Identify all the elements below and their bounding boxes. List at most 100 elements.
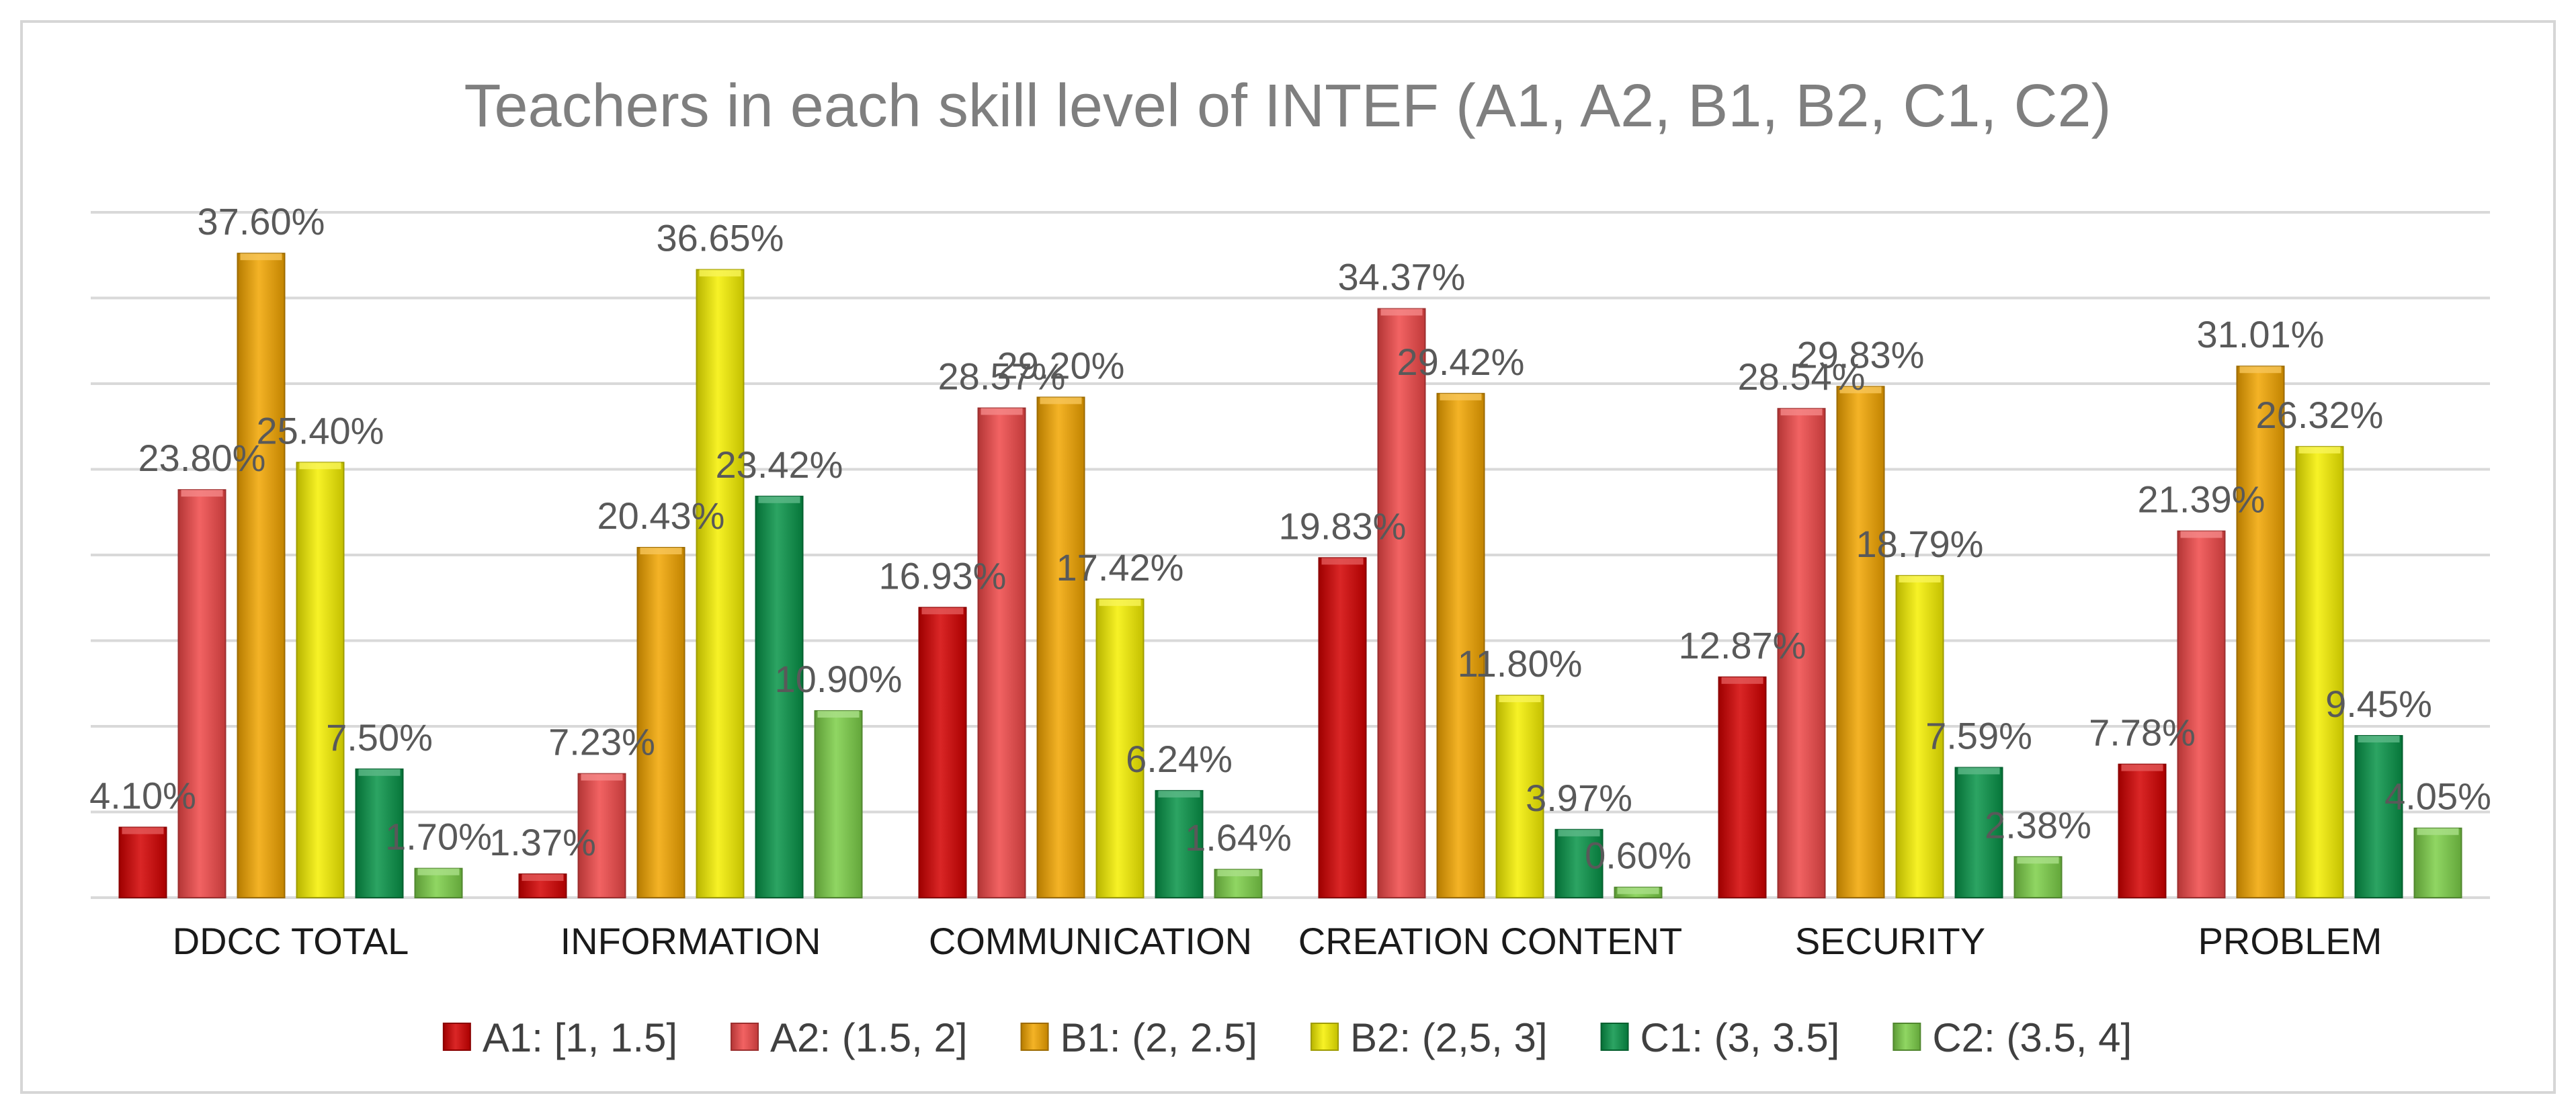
bar-a1-0 <box>118 826 167 898</box>
bar-top-bevel <box>1040 397 1082 404</box>
data-label: 9.45% <box>2325 683 2432 725</box>
data-label: 29.20% <box>997 344 1125 386</box>
data-label: 1.64% <box>1185 816 1292 859</box>
data-label: 6.24% <box>1126 738 1233 780</box>
data-label: 7.78% <box>2089 712 2196 754</box>
bar-a1-5 <box>2118 763 2167 898</box>
bar-top-bevel <box>1217 869 1259 877</box>
legend-swatch <box>1020 1023 1049 1051</box>
legend-swatch <box>731 1023 759 1051</box>
bar-b2-4 <box>1895 574 1944 898</box>
data-label: 16.93% <box>879 554 1007 597</box>
bar-a2-0 <box>177 489 226 898</box>
bar-top-bevel <box>417 868 460 875</box>
data-label: 25.40% <box>257 409 384 452</box>
data-label: 29.83% <box>1797 333 1925 376</box>
bar-top-bevel <box>1440 393 1482 400</box>
legend-swatch <box>442 1023 471 1051</box>
bar-b2-0 <box>296 462 345 898</box>
data-label: 2.38% <box>1985 804 2091 846</box>
bar-top-bevel <box>122 827 164 834</box>
bar-b1-5 <box>2236 366 2285 898</box>
bar-top-bevel <box>1380 308 1423 316</box>
legend-swatch <box>1600 1023 1629 1051</box>
category-label: COMMUNICATION <box>929 920 1252 962</box>
bar-top-bevel <box>299 462 341 470</box>
bar-b2-5 <box>2295 445 2344 898</box>
data-label: 23.42% <box>716 443 843 486</box>
data-label: 0.60% <box>1585 834 1692 877</box>
bar-top-bevel <box>1617 887 1659 894</box>
bar-top-bevel <box>758 496 800 503</box>
bar-top-bevel <box>921 607 964 615</box>
data-label: 19.83% <box>1279 505 1407 547</box>
data-label: 23.80% <box>138 437 266 479</box>
legend-label: A2: (1.5, 2] <box>770 1015 968 1060</box>
data-label: 21.39% <box>2138 478 2266 521</box>
bar-a1-3 <box>1318 557 1367 899</box>
bar-top-bevel <box>181 490 223 497</box>
bar-top-bevel <box>2017 857 2059 864</box>
bar-c1-5 <box>2354 735 2403 899</box>
data-label: 18.79% <box>1856 523 1984 565</box>
legend-swatch <box>1311 1023 1339 1051</box>
category-labels: DDCC TOTAL INFORMATION COMMUNICATION CREATI… <box>173 920 2382 962</box>
bar-b1-2 <box>1036 396 1085 898</box>
bar-a2-5 <box>2177 530 2226 898</box>
data-label: 1.70% <box>385 816 492 858</box>
data-label: 11.80% <box>1458 642 1583 685</box>
data-label: 7.59% <box>1925 714 2032 757</box>
chart-frame <box>20 20 2556 1094</box>
data-label: 12.87% <box>1679 624 1806 667</box>
data-label: 4.10% <box>89 774 196 816</box>
bar-top-bevel <box>1499 695 1541 703</box>
bar-top-bevel <box>1558 829 1600 837</box>
bar-top-bevel <box>240 253 282 261</box>
legend-swatch <box>1893 1023 1921 1051</box>
legend-label: B2: (2,5, 3] <box>1350 1015 1548 1060</box>
bar-top-bevel <box>2358 736 2400 743</box>
bar-top-bevel <box>2417 828 2459 835</box>
data-label: 26.32% <box>2256 394 2384 436</box>
bar-top-bevel <box>1099 599 1141 606</box>
bar-top-bevel <box>1321 558 1364 565</box>
bar-top-bevel <box>2239 366 2282 374</box>
data-label: 7.50% <box>326 716 433 759</box>
bar-c1-4 <box>1954 767 2003 898</box>
bar-top-bevel <box>817 711 860 718</box>
bar-top-bevel <box>2298 446 2341 454</box>
data-label: 36.65% <box>657 216 784 259</box>
bar-top-bevel <box>2180 531 2222 538</box>
legend-label: C1: (3, 3.5] <box>1640 1015 1840 1060</box>
data-label: 29.42% <box>1397 341 1525 383</box>
bar-top-bevel <box>1780 409 1823 416</box>
data-label: 31.01% <box>2197 313 2325 355</box>
bar-b1-1 <box>636 547 685 898</box>
data-label: 34.37% <box>1338 256 1466 298</box>
data-label: 37.60% <box>198 200 325 243</box>
bar-c2-5 <box>2413 827 2462 898</box>
bar-a2-2 <box>977 407 1026 898</box>
legend-label: B1: (2, 2.5] <box>1061 1015 1258 1060</box>
data-label: 17.42% <box>1056 546 1184 589</box>
bar-top-bevel <box>699 269 741 277</box>
bar-b1-0 <box>237 253 286 898</box>
bar-top-bevel <box>522 874 564 882</box>
chart-title: Teachers in each skill level of INTEF (A… <box>464 73 2111 140</box>
bar-top-bevel <box>1958 767 2000 775</box>
bar-b2-2 <box>1095 598 1145 898</box>
bars <box>118 253 2462 899</box>
data-label: 4.05% <box>2384 775 2491 818</box>
category-label: PROBLEM <box>2198 920 2382 962</box>
legend-label: A1: [1, 1.5] <box>483 1015 677 1060</box>
category-label: DDCC TOTAL <box>173 920 409 962</box>
bar-c2-1 <box>814 710 863 899</box>
legend: A1: [1, 1.5] A2: (1.5, 2] B1: (2, 2.5] B2: … <box>442 1015 2132 1060</box>
data-label: 10.90% <box>775 658 903 700</box>
data-label: 28.54% <box>1738 355 1866 398</box>
bar-top-bevel <box>981 408 1023 415</box>
bar-top-bevel <box>640 548 682 555</box>
bar-top-bevel <box>1899 575 1941 583</box>
category-label: INFORMATION <box>560 920 821 962</box>
